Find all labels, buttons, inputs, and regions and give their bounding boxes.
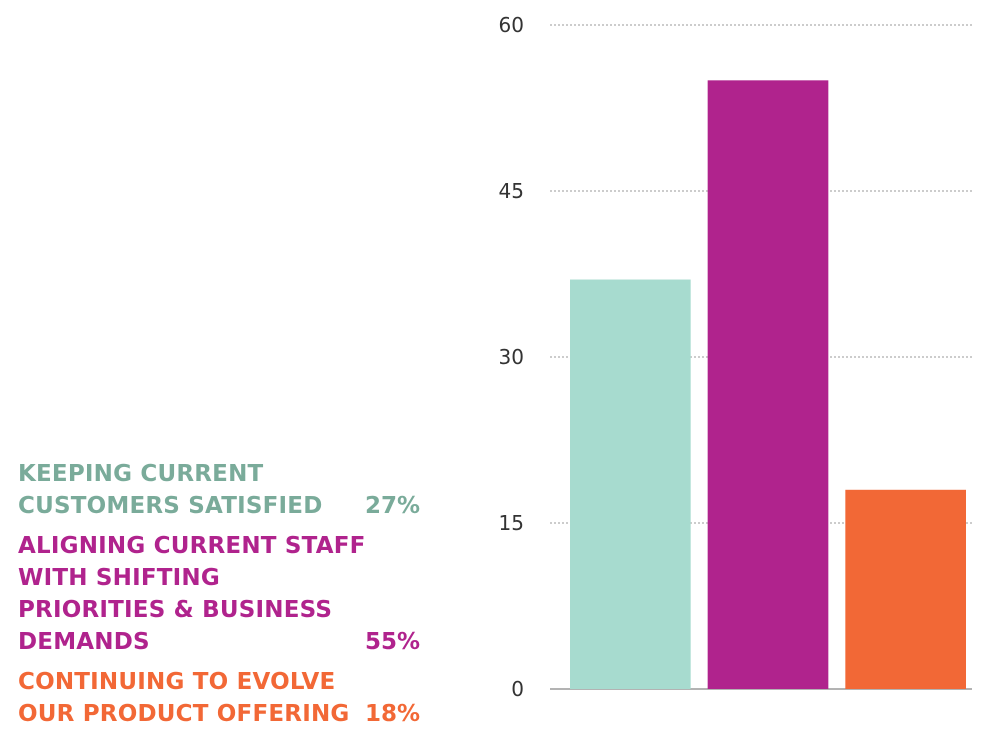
bar (845, 489, 966, 689)
legend: KEEPING CURRENT CUSTOMERS SATISFIED 27% … (18, 458, 438, 738)
legend-item-customers: KEEPING CURRENT CUSTOMERS SATISFIED 27% (18, 458, 438, 522)
bars (570, 80, 966, 690)
legend-item-staff: ALIGNING CURRENT STAFF WITH SHIFTING PRI… (18, 530, 438, 658)
legend-label: ALIGNING CURRENT STAFF WITH SHIFTING PRI… (18, 533, 366, 655)
legend-percent: 55% (364, 629, 420, 655)
legend-percent: 18% (364, 701, 420, 727)
legend-label: KEEPING CURRENT CUSTOMERS SATISFIED (18, 461, 323, 519)
bar-chart: 0 15 30 45 60 (499, 13, 972, 701)
y-tick-label: 30 (499, 345, 524, 369)
bar (570, 279, 691, 689)
legend-label: CONTINUING TO EVOLVE OUR PRODUCT OFFERIN… (18, 669, 350, 727)
bar (707, 80, 829, 690)
y-tick-label: 15 (499, 511, 524, 535)
legend-item-product: CONTINUING TO EVOLVE OUR PRODUCT OFFERIN… (18, 666, 438, 730)
y-tick-label: 60 (499, 13, 524, 37)
legend-percent: 27% (364, 493, 420, 519)
y-tick-label: 0 (511, 677, 524, 701)
y-tick-label: 45 (499, 179, 524, 203)
y-axis-ticks: 0 15 30 45 60 (499, 13, 524, 701)
